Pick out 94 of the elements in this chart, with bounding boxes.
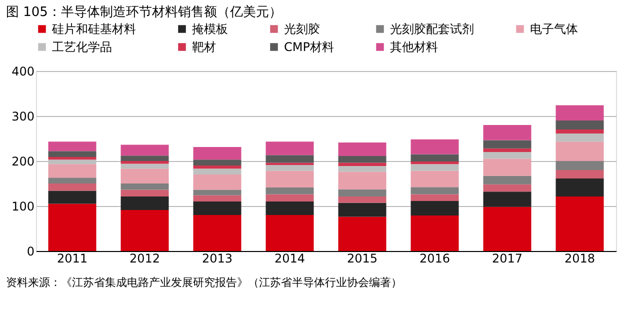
- bar: [120, 168, 169, 184]
- bar: [266, 194, 314, 202]
- bar: [193, 160, 242, 166]
- bar: [193, 147, 242, 160]
- bar: [193, 168, 242, 174]
- bar: [338, 196, 386, 203]
- bar: [556, 142, 604, 161]
- y-tick-label: 100: [12, 200, 34, 214]
- bar: [410, 161, 459, 164]
- bar: [483, 184, 532, 192]
- bar: [338, 202, 386, 217]
- chart-title: 图 105：半导体制造环节材料销售额（亿美元）: [6, 4, 282, 20]
- bar: [120, 164, 169, 169]
- bar: [193, 166, 242, 169]
- bar: [483, 125, 532, 140]
- bar: [338, 189, 386, 197]
- bar: [48, 151, 96, 157]
- legend-label: 靶材: [192, 40, 216, 54]
- bar: [410, 201, 459, 216]
- bar: [266, 170, 314, 188]
- legend-label: 电子气体: [530, 22, 578, 36]
- bar: [120, 161, 169, 164]
- bar: [556, 178, 604, 197]
- y-tick-label: 0: [26, 244, 34, 258]
- bar: [120, 156, 169, 161]
- bar: [193, 174, 242, 190]
- bar: [483, 176, 532, 184]
- bar: [120, 196, 169, 210]
- bar: [120, 184, 169, 190]
- bar: [338, 172, 386, 190]
- legend-label: 光刻胶: [284, 22, 320, 36]
- x-tick-label: 2015: [346, 252, 378, 266]
- bar: [483, 206, 532, 251]
- bar: [193, 215, 242, 251]
- bar: [266, 188, 314, 194]
- bar: [410, 154, 459, 162]
- bar: [338, 216, 386, 251]
- legend-label: 硅片和硅基材料: [51, 22, 136, 36]
- x-tick-label: 2017: [492, 252, 523, 266]
- bar: [483, 148, 532, 152]
- bar: [193, 202, 242, 215]
- bar: [483, 158, 532, 176]
- bar: [266, 202, 314, 215]
- bar: [483, 140, 532, 148]
- bar: [338, 166, 386, 172]
- x-tick-label: 2013: [202, 252, 233, 266]
- bar: [48, 142, 96, 152]
- legend-label: 掩模板: [192, 22, 228, 36]
- bar: [338, 156, 386, 163]
- bar: [410, 215, 459, 251]
- bar: [48, 184, 96, 191]
- legend-label: 其他材料: [390, 40, 438, 54]
- bar: [556, 134, 604, 142]
- bar: [120, 144, 169, 156]
- legend-label: 光刻胶配套试剂: [390, 22, 474, 36]
- bar: [266, 142, 314, 156]
- x-tick-label: 2018: [564, 252, 596, 266]
- y-tick-label: 400: [12, 64, 34, 78]
- bar: [410, 139, 459, 154]
- bar: [556, 120, 604, 130]
- bar: [483, 192, 532, 207]
- bar: [338, 142, 386, 156]
- bar: [410, 187, 459, 194]
- x-tick-label: 2014: [274, 252, 306, 266]
- y-tick-label: 200: [12, 154, 34, 168]
- bar: [193, 190, 242, 196]
- text: 资料来源：《江苏省集成电路产业发展研究报告》（江苏省半导体行业协会编著）: [6, 276, 402, 289]
- bar: [410, 194, 459, 202]
- y-tick-label: 300: [12, 110, 34, 124]
- bar: [193, 195, 242, 202]
- bar: [410, 170, 459, 188]
- x-tick-label: 2011: [56, 252, 88, 266]
- legend-label: 工艺化学品: [52, 40, 112, 54]
- bar: [266, 215, 314, 251]
- bar: [48, 204, 96, 251]
- bar: [120, 190, 169, 197]
- x-tick-label: 2016: [419, 252, 450, 266]
- legend-label: CMP材料: [284, 40, 334, 54]
- bar: [266, 165, 314, 171]
- bar: [410, 164, 459, 171]
- bar: [338, 162, 386, 166]
- bar: [48, 156, 96, 160]
- bar: [556, 105, 604, 120]
- bar: [48, 178, 96, 184]
- bar: [556, 130, 604, 134]
- bar: [556, 161, 604, 170]
- bar: [48, 164, 96, 178]
- bar: [48, 190, 96, 204]
- bar: [483, 152, 532, 159]
- bar: [266, 155, 314, 163]
- x-tick-label: 2012: [129, 252, 160, 266]
- bar: [556, 196, 604, 251]
- bar: [556, 170, 604, 179]
- bar: [120, 210, 169, 251]
